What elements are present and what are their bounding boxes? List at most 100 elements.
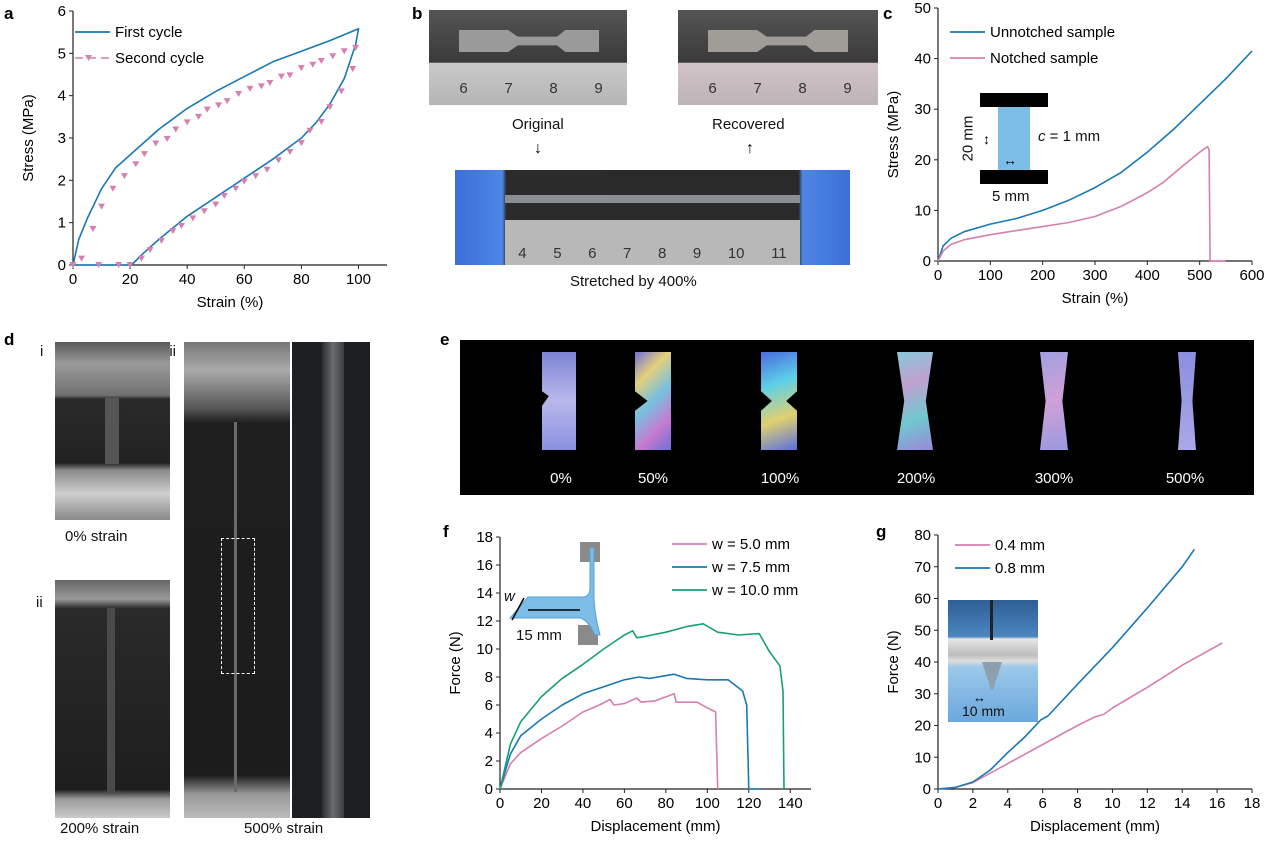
y-tick-label: 0 — [58, 257, 66, 274]
y-tick-label: 70 — [914, 559, 931, 576]
legend-label: First cycle — [115, 24, 183, 41]
panel-label-e: e — [440, 330, 450, 349]
y-axis-label: Force (N) — [885, 630, 902, 693]
x-tick-label: 40 — [575, 795, 592, 812]
subpanel-label-i: i — [40, 343, 44, 360]
x-tick-label: 500 — [1187, 267, 1212, 284]
y-tick-label: 10 — [914, 202, 931, 219]
x-tick-label: 200 — [1030, 267, 1055, 284]
y-tick-label: 6 — [485, 697, 493, 714]
tear-sample — [508, 547, 601, 636]
y-tick-label: 1 — [58, 215, 66, 232]
data-point — [277, 73, 285, 80]
legend-label: w = 7.5 mm — [711, 559, 790, 576]
stretched-sample-photo: 4 5 6 7 8 9 10 11 — [455, 170, 850, 265]
data-point — [352, 44, 360, 51]
y-tick-label: 20 — [914, 718, 931, 735]
y-tick-label: 2 — [485, 753, 493, 770]
data-point — [263, 166, 271, 173]
data-point — [252, 173, 260, 180]
data-point — [203, 106, 211, 113]
dogbone-specimen — [708, 30, 848, 52]
data-point — [138, 255, 146, 262]
legend-marker — [85, 55, 92, 61]
data-point — [89, 226, 97, 233]
panel-label-c: c — [883, 4, 893, 23]
chart-g: 0 2 4 6 8 10 12 14 16 18 0 10 20 30 40 50 60 70 80 Displace… — [885, 527, 1260, 835]
specimen-300 — [1040, 352, 1068, 450]
data-point — [317, 57, 325, 64]
data-point — [109, 185, 117, 192]
ruler-number: 6 — [708, 80, 717, 97]
arrow-up-icon: ↑ — [746, 140, 754, 157]
y-tick-label: 50 — [914, 622, 931, 639]
x-tick-label: 300 — [1082, 267, 1107, 284]
vertical-arrow-icon: ↕ — [983, 131, 990, 147]
x-tick-label: 20 — [122, 271, 139, 288]
data-point — [297, 140, 305, 147]
ruler-number: 7 — [753, 80, 762, 97]
y-tick-label: 5 — [58, 45, 66, 62]
ruler-number: 6 — [459, 80, 468, 97]
inset-length-label: 15 mm — [516, 627, 562, 644]
data-point — [169, 228, 177, 235]
stretched-label: Stretched by 400% — [570, 273, 697, 290]
data-point — [132, 161, 140, 168]
arrow-down-icon: ↓ — [534, 140, 542, 157]
y-tick-label: 30 — [914, 686, 931, 703]
ruler-number: 7 — [623, 245, 632, 262]
ruler: 6 7 8 9 — [690, 80, 870, 97]
data-point — [200, 208, 208, 215]
subpanel-label-iii: iii — [166, 343, 176, 360]
data-point — [177, 223, 185, 230]
specimen — [234, 422, 237, 792]
data-point — [195, 113, 203, 120]
ruler: 6 7 8 9 — [441, 80, 621, 97]
y-tick-label: 0 — [923, 781, 931, 798]
panel-label-d: d — [4, 330, 15, 349]
clamp-top — [980, 93, 1048, 107]
legend-label: 0.4 mm — [995, 537, 1045, 554]
x-axis-label: Strain (%) — [1062, 290, 1129, 307]
x-tick-label: 6 — [1038, 795, 1046, 812]
x-axis-label: Displacement (mm) — [1030, 818, 1160, 835]
data-point — [246, 85, 254, 92]
x-tick-label: 10 — [1104, 795, 1121, 812]
notch-value: = 1 mm — [1045, 128, 1101, 145]
x-tick-label: 0 — [496, 795, 504, 812]
clamp-bottom — [980, 170, 1048, 184]
x-tick-label: 0 — [934, 795, 942, 812]
x-tick-label: 14 — [1174, 795, 1191, 812]
x-tick-label: 140 — [778, 795, 803, 812]
data-point — [240, 178, 248, 185]
chart-a: 0 20 40 60 80 100 0 1 2 3 4 5 6 Strain (%) Stress (MPa… — [20, 3, 387, 311]
y-axis-label: Stress (MPa) — [20, 94, 37, 182]
data-point — [286, 72, 294, 79]
data-point — [232, 185, 240, 192]
y-tick-label: 20 — [914, 152, 931, 169]
data-point — [275, 157, 283, 164]
data-point — [223, 98, 231, 105]
x-tick-label: 600 — [1239, 267, 1264, 284]
x-tick-label: 100 — [695, 795, 720, 812]
tear-crack — [982, 662, 1002, 690]
ruler-number: 8 — [549, 80, 558, 97]
y-axis-label: Stress (MPa) — [885, 91, 902, 179]
data-point — [235, 90, 243, 97]
caption-500-strain: 500% strain — [244, 820, 324, 837]
strain-label-0: 0% — [550, 470, 572, 487]
ruler-number: 7 — [504, 80, 513, 97]
specimen-100 — [761, 352, 797, 450]
ruler-number: 6 — [588, 245, 597, 262]
inset-w-label: w — [504, 588, 515, 605]
panel-label-a: a — [4, 4, 14, 23]
ruler-number: 5 — [553, 245, 562, 262]
x-tick-label: 12 — [1139, 795, 1156, 812]
data-point — [329, 53, 337, 60]
strain-label-200: 200% — [896, 470, 936, 487]
series-line — [72, 27, 360, 266]
caption-200-strain: 200% strain — [60, 820, 140, 837]
x-tick-label: 8 — [1073, 795, 1081, 812]
strain-label-300: 300% — [1034, 470, 1074, 487]
